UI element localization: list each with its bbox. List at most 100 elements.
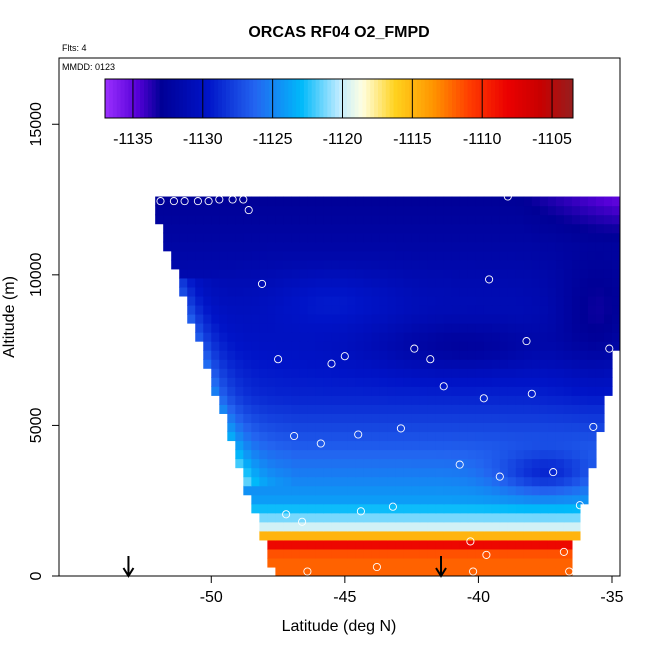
x-tick-label: -35 — [600, 589, 623, 606]
heatmap-cell — [355, 232, 365, 243]
heatmap-cell — [163, 205, 172, 216]
heatmap-cell — [227, 286, 236, 297]
colorbar-segment — [253, 79, 258, 118]
heatmap-cell — [419, 277, 429, 288]
heatmap-cell — [251, 196, 260, 207]
heatmap-cell — [307, 440, 317, 451]
heatmap-cell — [507, 332, 517, 342]
heatmap-cell — [475, 467, 485, 478]
heatmap-cell — [467, 458, 477, 469]
heatmap-cell — [451, 350, 461, 360]
heatmap-cell — [395, 467, 405, 478]
heatmap-cell — [491, 557, 501, 568]
heatmap-cell — [427, 548, 437, 559]
heatmap-cell — [443, 503, 453, 514]
observation-point — [455, 460, 464, 469]
heatmap-cell — [547, 259, 557, 270]
heatmap-cell — [307, 566, 317, 576]
heatmap-cell — [459, 404, 469, 414]
heatmap-cell — [323, 467, 333, 478]
heatmap-cell — [355, 422, 365, 433]
colorbar-segment — [510, 79, 515, 118]
heatmap-cell — [411, 467, 421, 478]
heatmap-cell — [427, 512, 437, 523]
colorbar-segment — [428, 79, 434, 118]
heatmap-cell — [355, 323, 365, 333]
heatmap-cell — [555, 313, 565, 324]
colorbar-segment — [194, 79, 200, 118]
heatmap-cell — [315, 512, 325, 523]
heatmap-cell — [299, 422, 309, 433]
heatmap-cell — [467, 422, 477, 433]
heatmap-cell — [235, 232, 244, 243]
colorbar-segment — [128, 79, 133, 118]
heatmap-cell — [475, 196, 485, 207]
heatmap-cell — [451, 467, 461, 478]
heatmap-cell — [467, 313, 477, 324]
colorbar-segment — [487, 79, 492, 118]
heatmap-cell — [411, 377, 421, 387]
heatmap-cell — [251, 476, 260, 487]
heatmap-cell — [315, 205, 325, 216]
colorbar-segment — [327, 79, 332, 118]
heatmap-cell — [419, 548, 429, 559]
heatmap-cell — [267, 530, 276, 541]
colorbar-segment — [350, 79, 356, 118]
heatmap-cell — [283, 440, 293, 451]
heatmap-cell — [636, 197, 645, 207]
heatmap-cell — [459, 539, 469, 550]
heatmap-cell — [483, 268, 493, 279]
heatmap-cell — [523, 286, 533, 297]
heatmap-cell — [563, 530, 573, 541]
heatmap-cell — [515, 313, 525, 324]
heatmap-cell — [387, 277, 397, 288]
heatmap-cell — [315, 268, 325, 279]
heatmap-cell — [451, 341, 461, 351]
heatmap-cell — [555, 449, 565, 460]
heatmap-cell — [371, 539, 381, 550]
heatmap-cell — [331, 395, 341, 405]
heatmap-cell — [531, 323, 541, 333]
heatmap-cell — [515, 196, 525, 207]
heatmap-cell — [443, 476, 453, 487]
heatmap-cell — [315, 404, 325, 414]
heatmap-cell — [571, 422, 581, 433]
heatmap-cell — [467, 214, 477, 225]
heatmap-cell — [219, 359, 228, 369]
heatmap-cell — [307, 304, 317, 315]
heatmap-cell — [195, 332, 204, 342]
heatmap-cell — [211, 241, 220, 252]
heatmap-cell — [531, 440, 541, 451]
heatmap-cell — [251, 214, 260, 225]
heatmap-cell — [435, 341, 445, 351]
heatmap-cell — [443, 205, 453, 216]
heatmap-cell — [515, 377, 525, 387]
heatmap-cell — [595, 359, 605, 369]
heatmap-cell — [419, 422, 429, 433]
heatmap-cell — [531, 395, 541, 405]
heatmap-cell — [611, 223, 620, 234]
heatmap-cell — [307, 332, 317, 342]
heatmap-cell — [259, 196, 268, 207]
heatmap-cell — [235, 368, 244, 378]
heatmap-cell — [243, 332, 252, 342]
heatmap-cell — [475, 304, 485, 315]
heatmap-cell — [611, 313, 620, 324]
heatmap-cell — [403, 449, 413, 460]
heatmap-cell — [459, 512, 469, 523]
heatmap-cell — [435, 295, 445, 306]
colorbar-segment — [440, 79, 445, 118]
heatmap-cell — [355, 350, 365, 360]
heatmap-cell — [363, 566, 373, 576]
heatmap-cell — [187, 295, 196, 306]
heatmap-cell — [539, 413, 549, 423]
heatmap-cell — [603, 205, 613, 216]
heatmap-cell — [539, 377, 549, 387]
heatmap-cell — [267, 277, 276, 288]
heatmap-cell — [395, 323, 405, 333]
heatmap-cell — [571, 341, 581, 351]
heatmap-cell — [499, 386, 509, 396]
heatmap-cell — [411, 386, 421, 396]
heatmap-cell — [275, 295, 284, 306]
observation-point — [156, 197, 165, 206]
